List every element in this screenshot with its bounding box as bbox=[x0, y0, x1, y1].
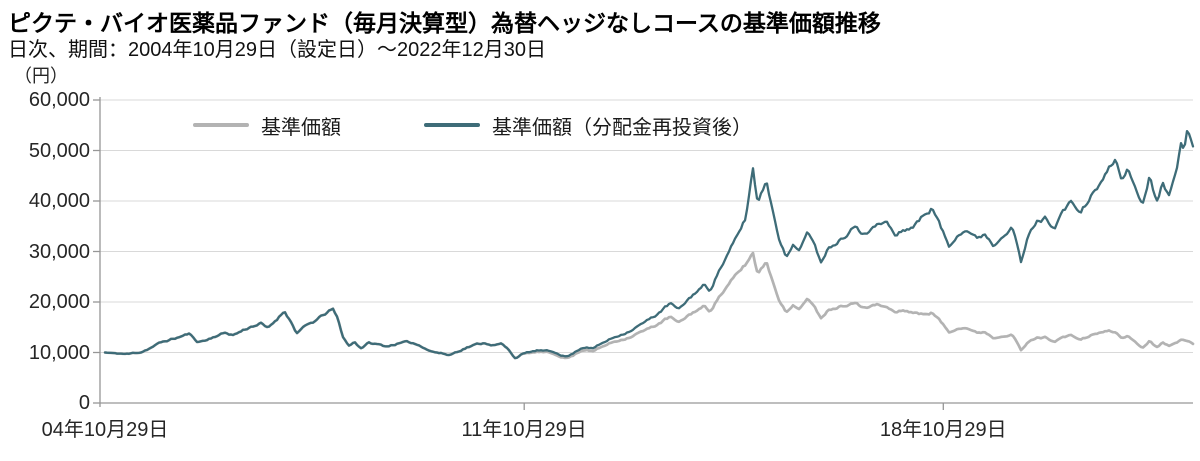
legend-swatch-nav-reinvested bbox=[424, 123, 480, 127]
y-tick-label: 0 bbox=[78, 392, 90, 414]
y-tick-label: 20,000 bbox=[28, 291, 90, 313]
y-tick-label: 40,000 bbox=[28, 190, 90, 212]
y-axis-unit-label: （円） bbox=[14, 66, 68, 86]
chart-title: ピクテ・バイオ医薬品ファンド（毎月決算型）為替ヘッジなしコースの基準価額推移 bbox=[8, 10, 881, 36]
y-tick-label: 60,000 bbox=[28, 89, 90, 111]
legend-item-nav-reinvested: 基準価額（分配金再投資後） bbox=[424, 112, 752, 139]
legend-item-nav: 基準価額 bbox=[193, 112, 341, 139]
x-tick-label: 18年10月29日 bbox=[879, 419, 1007, 441]
legend-label-nav-reinvested: 基準価額（分配金再投資後） bbox=[492, 116, 752, 139]
series-line-nav-reinvested bbox=[103, 129, 1195, 360]
legend-swatch-nav bbox=[193, 123, 249, 127]
y-tick-label: 50,000 bbox=[28, 139, 90, 162]
chart-subtitle: 日次、期間：2004年10月29日（設定日）～2022年12月30日 bbox=[8, 39, 546, 61]
legend-label-nav: 基準価額 bbox=[261, 116, 341, 139]
gridlines bbox=[100, 99, 1193, 353]
x-tick-label: 11年10月29日 bbox=[461, 419, 587, 441]
series-line-nav bbox=[103, 251, 1195, 360]
x-tick-label: 04年10月29日 bbox=[41, 419, 169, 441]
series-lines bbox=[103, 129, 1195, 360]
y-tick-label: 10,000 bbox=[28, 341, 90, 364]
axes bbox=[93, 97, 1193, 410]
y-tick-label: 30,000 bbox=[28, 240, 90, 263]
